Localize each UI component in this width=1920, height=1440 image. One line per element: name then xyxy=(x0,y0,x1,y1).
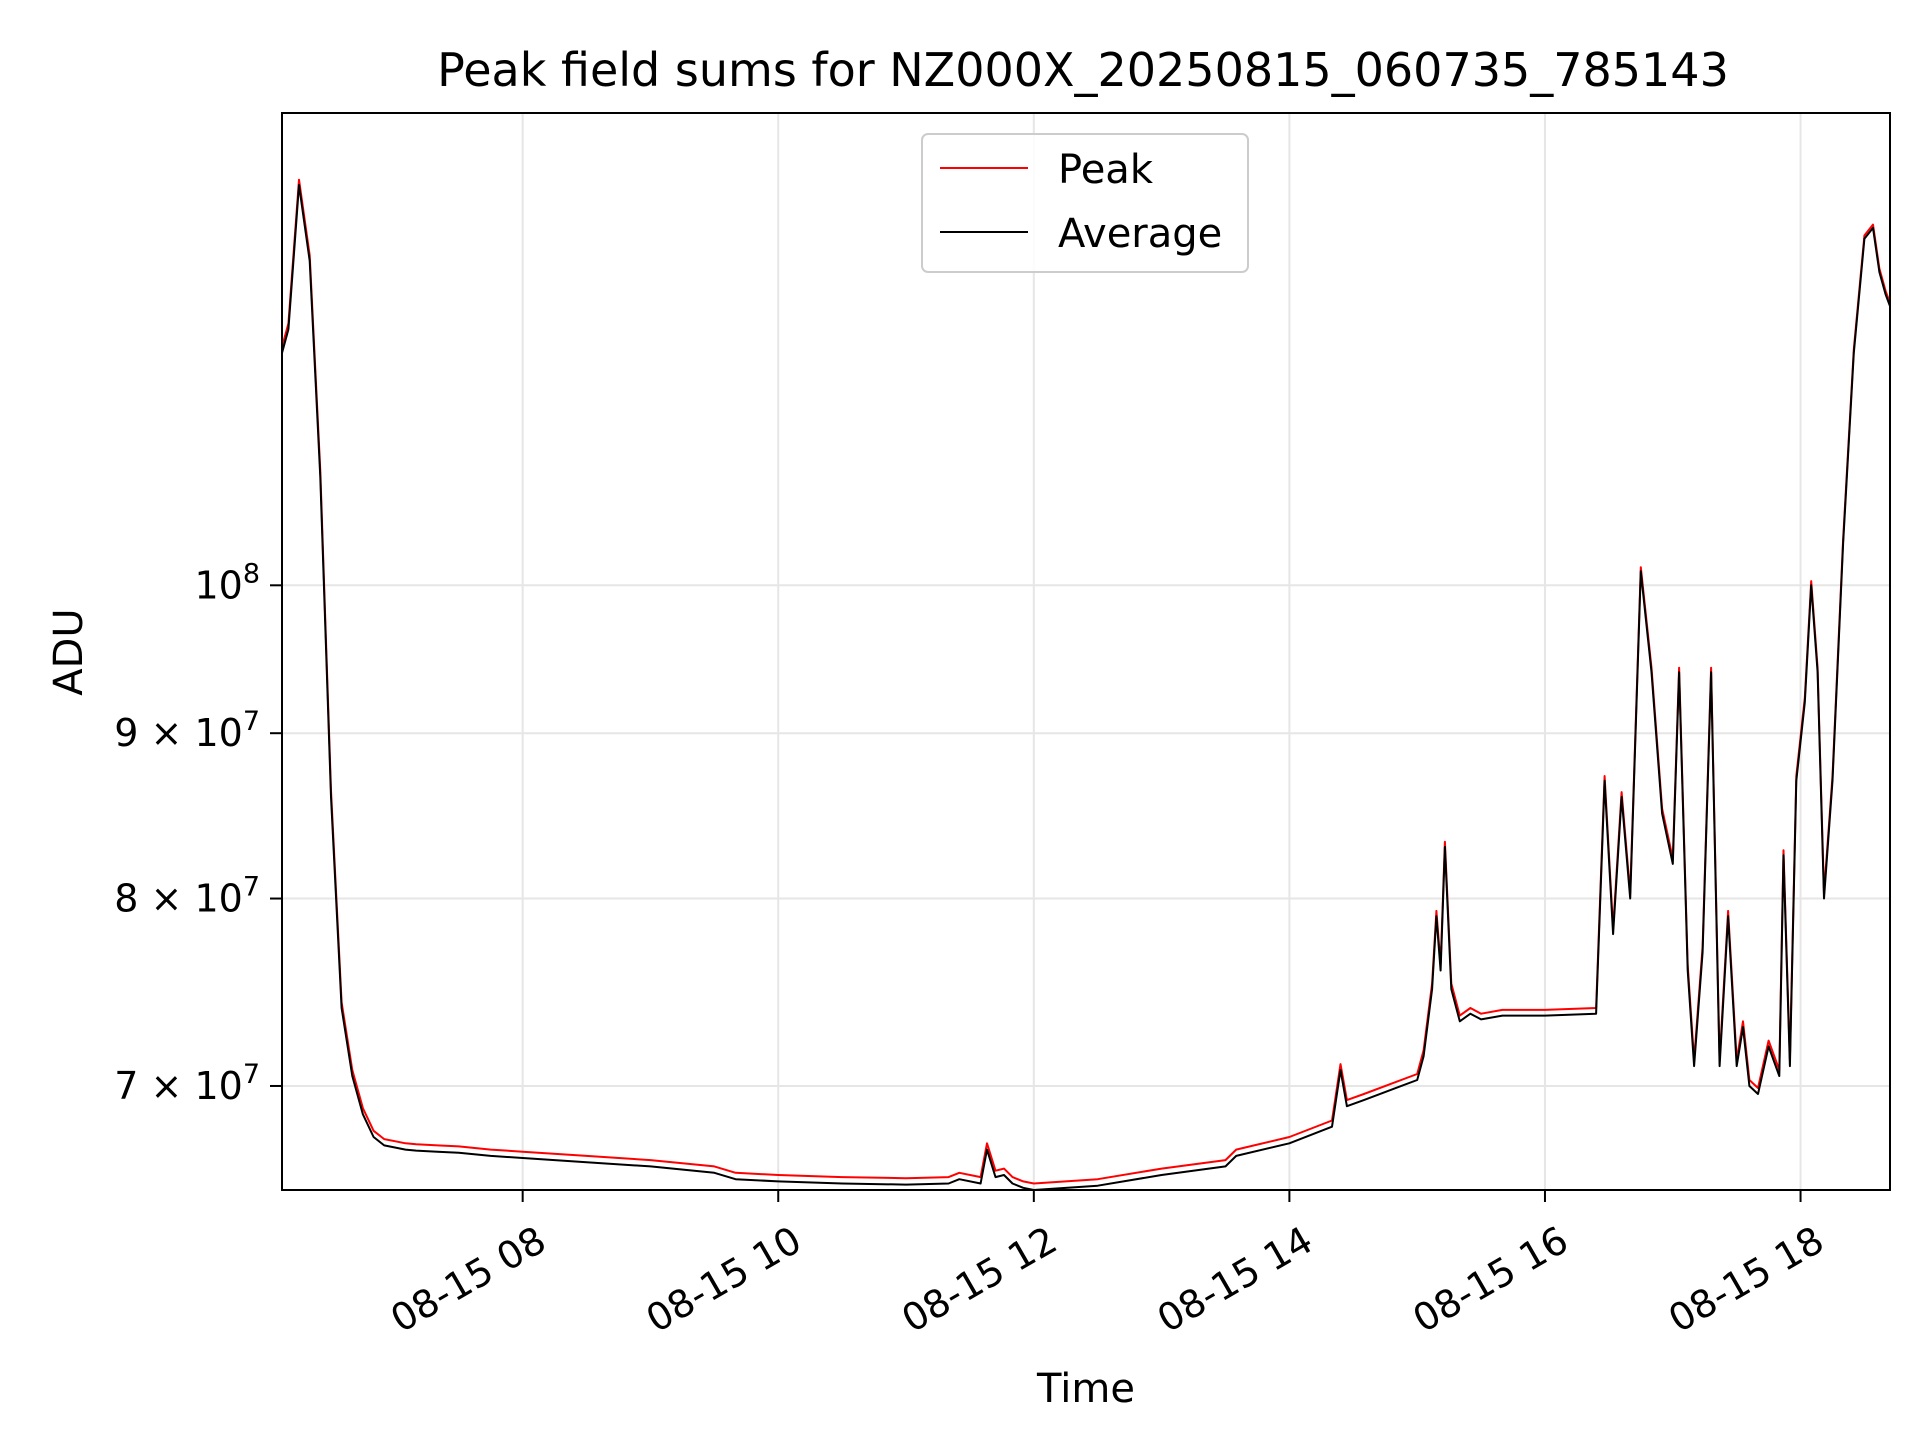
plot-frame xyxy=(281,112,1891,1191)
legend-label-peak: Peak xyxy=(1058,147,1154,193)
y-tick-label: 9 × 107 xyxy=(114,706,260,755)
y-tick-label: 108 xyxy=(194,558,260,607)
grid xyxy=(282,113,1890,1190)
plot-area: 08-15 08 08-15 10 08-15 12 08-15 14 08-15 16… xyxy=(114,112,1891,1341)
series-line-average xyxy=(281,184,1891,1191)
legend: Peak Average xyxy=(921,133,1249,273)
y-tick-label: 8 × 107 xyxy=(114,872,260,921)
plot-background xyxy=(282,113,1890,1190)
x-axis-label: Time xyxy=(1036,1366,1135,1412)
legend-label-average: Average xyxy=(1058,211,1222,257)
y-tick-label: 7 × 107 xyxy=(114,1059,260,1108)
y-axis-label: ADU xyxy=(46,608,92,695)
chart-title: Peak field sums for NZ000X_20250815_0607… xyxy=(437,43,1729,97)
y-axis-ticks: 7 × 107 8 × 107 9 × 107 108 xyxy=(114,558,282,1108)
series-lines xyxy=(281,178,1891,1191)
